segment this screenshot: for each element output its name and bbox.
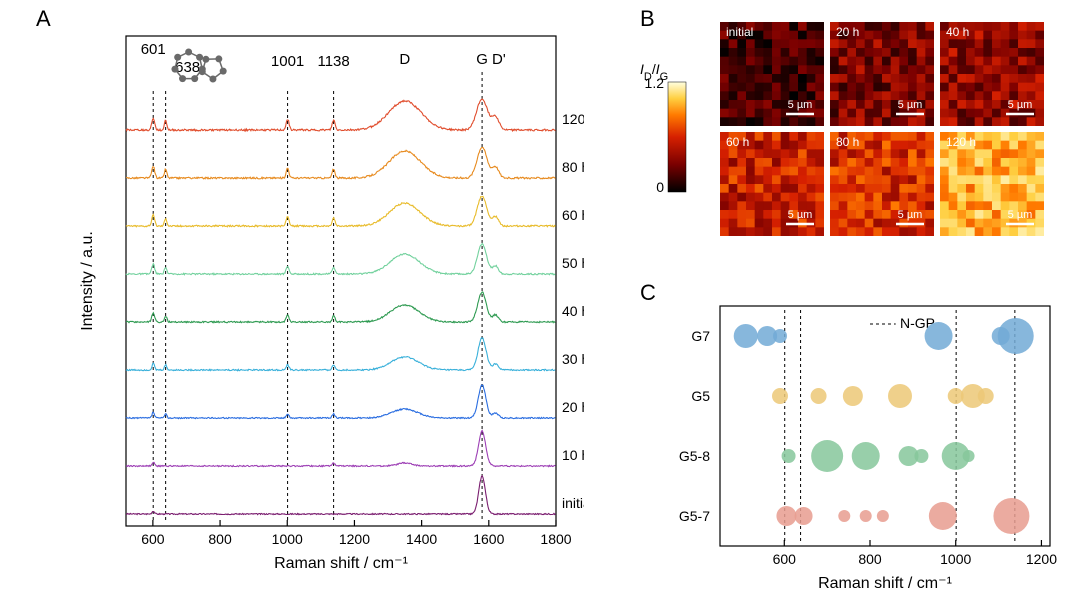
svg-text:1600: 1600 bbox=[473, 531, 504, 547]
svg-text:0: 0 bbox=[656, 179, 664, 195]
svg-text:1000: 1000 bbox=[272, 531, 303, 547]
bubble-G5-3 bbox=[888, 384, 912, 408]
bubble-G5-7-1 bbox=[795, 507, 813, 525]
bubble-G5-0 bbox=[772, 388, 788, 404]
heatmap-80h: 80 h 5 µm bbox=[830, 132, 934, 236]
svg-text:1000: 1000 bbox=[940, 551, 971, 567]
svg-text:1001: 1001 bbox=[271, 53, 304, 70]
svg-text:600: 600 bbox=[773, 551, 797, 567]
svg-text:60 h: 60 h bbox=[562, 207, 584, 223]
svg-text:30 h: 30 h bbox=[562, 351, 584, 367]
bubble-G5-7-6 bbox=[993, 498, 1029, 534]
svg-text:1400: 1400 bbox=[406, 531, 437, 547]
spectrum-initial bbox=[126, 476, 555, 515]
panel-c-bubble: 60080010001200Raman shift / cm⁻¹N-GPG7G5… bbox=[640, 286, 1072, 602]
panel-a-spectra: 600 800 1000 1200 1400 1600 1800 Raman shift / … bbox=[36, 6, 584, 586]
svg-text:D': D' bbox=[492, 51, 506, 68]
svg-text:1800: 1800 bbox=[540, 531, 571, 547]
bubble-G7-0 bbox=[734, 324, 758, 348]
svg-text:601: 601 bbox=[141, 41, 166, 58]
svg-text:1.2: 1.2 bbox=[645, 75, 665, 91]
bubble-G5-7-3 bbox=[860, 510, 872, 522]
svg-text:G7: G7 bbox=[691, 328, 710, 344]
spectrum-60h bbox=[126, 196, 555, 226]
svg-text:1200: 1200 bbox=[1026, 551, 1057, 567]
svg-text:10 h: 10 h bbox=[562, 447, 584, 463]
bubble-G5-2 bbox=[843, 386, 863, 406]
svg-text:20 h: 20 h bbox=[836, 25, 859, 39]
svg-text:120 h: 120 h bbox=[562, 111, 584, 127]
bubble-G5-8-6 bbox=[963, 450, 975, 462]
heatmap-120h: 120 h 5 µm bbox=[940, 132, 1044, 236]
panel-b-maps: ID/IG1.20initial5 µm20 h5 µm40 h5 µm60 h… bbox=[640, 12, 1072, 262]
svg-text:80 h: 80 h bbox=[562, 159, 584, 175]
svg-text:120 h: 120 h bbox=[946, 135, 976, 149]
bubble-G5-1 bbox=[811, 388, 827, 404]
svg-text:G5-7: G5-7 bbox=[679, 508, 710, 524]
svg-text:800: 800 bbox=[208, 531, 232, 547]
bubble-G5-8-2 bbox=[852, 442, 880, 470]
svg-text:5 µm: 5 µm bbox=[1008, 99, 1033, 111]
bubble-G5-7-5 bbox=[929, 502, 957, 530]
svg-text:60 h: 60 h bbox=[726, 135, 749, 149]
heatmap-60h: 60 h 5 µm bbox=[720, 132, 824, 236]
bubble-G5-7-0 bbox=[776, 506, 796, 526]
svg-text:5 µm: 5 µm bbox=[788, 99, 813, 111]
bubble-G7-2 bbox=[773, 329, 787, 343]
bubble-G5-6 bbox=[978, 388, 994, 404]
svg-text:20 h: 20 h bbox=[562, 399, 584, 415]
svg-text:initial: initial bbox=[726, 25, 753, 39]
svg-text:600: 600 bbox=[141, 531, 165, 547]
bubble-G5-8-4 bbox=[914, 449, 928, 463]
svg-text:5 µm: 5 µm bbox=[898, 99, 923, 111]
spectrum-20h bbox=[126, 385, 555, 419]
spectrum-40h bbox=[126, 292, 555, 323]
svg-text:G5-8: G5-8 bbox=[679, 448, 710, 464]
spectrum-50h bbox=[126, 244, 555, 275]
svg-text:5 µm: 5 µm bbox=[788, 209, 813, 221]
bubble-G5-7-4 bbox=[877, 510, 889, 522]
svg-text:Intensity / a.u.: Intensity / a.u. bbox=[79, 231, 96, 331]
svg-text:D: D bbox=[399, 51, 410, 68]
svg-text:5 µm: 5 µm bbox=[1008, 209, 1033, 221]
spectrum-120h bbox=[126, 99, 555, 131]
svg-text:initial: initial bbox=[562, 495, 584, 511]
svg-text:Raman shift / cm⁻¹: Raman shift / cm⁻¹ bbox=[274, 555, 408, 572]
heatmap-initial: initial 5 µm bbox=[720, 22, 824, 126]
svg-text:G5: G5 bbox=[691, 388, 710, 404]
bubble-G5-8-1 bbox=[811, 440, 843, 472]
svg-text:50 h: 50 h bbox=[562, 255, 584, 271]
svg-text:40 h: 40 h bbox=[562, 303, 584, 319]
spectrum-80h bbox=[126, 147, 555, 178]
bubble-G7-5 bbox=[998, 318, 1034, 354]
heatmap-20h: 20 h 5 µm bbox=[830, 22, 934, 126]
svg-text:1138: 1138 bbox=[317, 53, 349, 70]
heatmap-40h: 40 h 5 µm bbox=[940, 22, 1044, 126]
svg-text:40 h: 40 h bbox=[946, 25, 969, 39]
bubble-G7-3 bbox=[925, 322, 953, 350]
svg-text:800: 800 bbox=[858, 551, 882, 567]
bubble-G5-7-2 bbox=[838, 510, 850, 522]
spectrum-10h bbox=[126, 431, 555, 467]
spectrum-30h bbox=[126, 338, 555, 371]
svg-text:G: G bbox=[476, 51, 488, 68]
svg-text:1200: 1200 bbox=[339, 531, 370, 547]
bubble-G5-8-0 bbox=[782, 449, 796, 463]
svg-text:Raman shift / cm⁻¹: Raman shift / cm⁻¹ bbox=[818, 575, 952, 592]
svg-text:80 h: 80 h bbox=[836, 135, 859, 149]
svg-text:5 µm: 5 µm bbox=[898, 209, 923, 221]
